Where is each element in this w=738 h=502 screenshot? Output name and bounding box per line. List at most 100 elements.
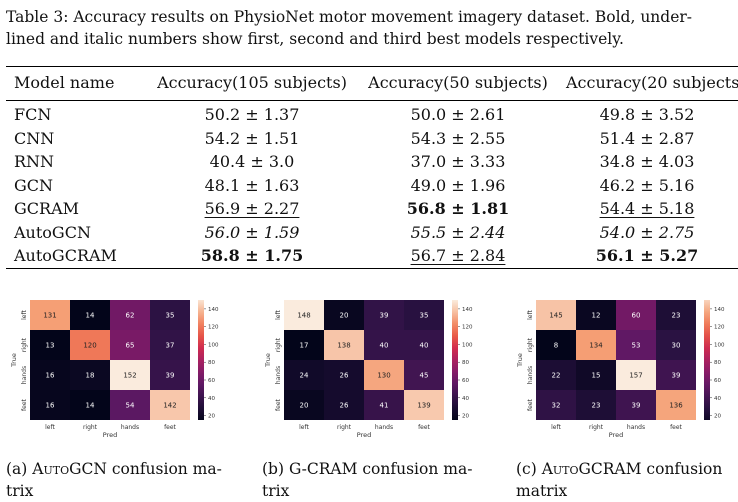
y-tick-label: feet — [21, 398, 28, 410]
heatmap-cell-value: 22 — [552, 372, 561, 380]
heatmap-cell — [656, 390, 696, 420]
x-tick-label: hands — [375, 424, 393, 431]
table-mid-rule — [6, 100, 738, 101]
heatmap-cell-value: 136 — [669, 402, 683, 410]
heatmap-cell — [576, 330, 616, 360]
y-tick-label: feet — [527, 398, 534, 410]
heatmap-cell-value: 40 — [380, 342, 389, 350]
heatmap-cell — [70, 300, 110, 330]
accuracy-cell: 49.0 ± 1.96 — [410, 175, 506, 195]
heatmap-cell — [150, 360, 190, 390]
accuracy-cell: 56.0 ± 1.59 — [204, 222, 300, 242]
heatmap-cell — [404, 330, 444, 360]
heatmap-cell-value: 23 — [672, 312, 681, 320]
accuracy-cell: 51.4 ± 2.87 — [599, 128, 695, 148]
heatmap-cell-value: 45 — [420, 372, 429, 380]
heatmap-cell-value: 24 — [300, 372, 309, 380]
y-tick-label: feet — [275, 398, 282, 410]
colorbar-tick-label: 20 — [714, 414, 721, 420]
heatmap-cell-value: 26 — [340, 402, 349, 410]
heatmap-cell-value: 120 — [83, 342, 96, 350]
heatmap-cell — [70, 330, 110, 360]
heatmap-cell-value: 8 — [554, 342, 558, 350]
heatmap-cell — [110, 330, 150, 360]
x-tick-label: feet — [418, 424, 430, 431]
heatmap-cell — [324, 330, 364, 360]
heatmap-cell — [30, 300, 70, 330]
y-tick-label: left — [21, 309, 28, 319]
model-name-cell: GCRAM — [14, 199, 80, 218]
colorbar-tick-label: 140 — [462, 307, 473, 313]
y-tick-label: right — [21, 337, 28, 352]
confusion-matrix-b: 148 20 39 35 17 138 40 40 24 26 130 45 20 26 41 139 left… — [258, 296, 488, 446]
y-tick-label: hands — [527, 366, 534, 384]
heatmap-cell — [576, 360, 616, 390]
heatmap-cell-value: 16 — [46, 402, 55, 410]
subcaption-b-rest: G-CRAM confusion ma- — [288, 460, 473, 478]
heatmap-cell — [70, 360, 110, 390]
model-name-cell: GCN — [14, 175, 54, 195]
colorbar-tick-label: 120 — [714, 325, 725, 331]
heatmap-cell — [536, 300, 576, 330]
heatmap-cell-value: 138 — [337, 342, 350, 350]
x-tick-label: left — [45, 424, 55, 431]
heatmap-cell — [656, 300, 696, 330]
heatmap-cell-value: 14 — [86, 402, 95, 410]
caption-line-2: lined and italic numbers show first, sec… — [6, 30, 624, 48]
heatmap-cell — [110, 300, 150, 330]
heatmap-cell — [150, 300, 190, 330]
heatmap-cell — [324, 360, 364, 390]
heatmap-cell — [30, 330, 70, 360]
y-tick-label: right — [275, 337, 282, 352]
heatmap-cell-value: 60 — [632, 312, 641, 320]
subcaption-b-prefix: (b) — [262, 460, 289, 478]
table-row: AutoGCRAM 58.8 ± 1.75 56.7 ± 2.84 56.1 ± 5.… — [6, 245, 738, 267]
accuracy-cell: 37.0 ± 3.33 — [410, 152, 506, 171]
subcaption-c-prefix: (c) — [516, 460, 542, 478]
heatmap-cell-value: 40 — [420, 342, 429, 350]
accuracy-cell: 34.8 ± 4.03 — [599, 152, 695, 171]
heatmap-cell-value: 53 — [632, 342, 641, 350]
heatmap-cell-value: 30 — [672, 342, 681, 350]
colorbar-tick-label: 60 — [714, 378, 721, 384]
heatmap-cell-value: 145 — [549, 312, 562, 320]
accuracy-cell: 56.9 ± 2.27 — [204, 199, 300, 218]
subcaption-a: (a) AutoGCN confusion ma- trix — [6, 458, 222, 502]
heatmap-cell — [284, 300, 324, 330]
x-tick-label: right — [589, 424, 604, 431]
colorbar — [198, 300, 204, 420]
heatmap-cell-value: 39 — [672, 372, 681, 380]
accuracy-cell: 55.5 ± 2.44 — [410, 222, 506, 242]
x-axis-label: Pred — [103, 431, 117, 439]
heatmap-cell-value: 32 — [552, 402, 561, 410]
colorbar — [452, 300, 458, 420]
x-tick-label: hands — [627, 424, 645, 431]
model-name-cell: AutoGCN — [14, 222, 91, 242]
table-row: RNN 40.4 ± 3.0 37.0 ± 3.33 34.8 ± 4.03 — [6, 151, 738, 173]
x-tick-label: right — [83, 424, 98, 431]
heatmap-cell-value: 54 — [126, 402, 135, 410]
heatmap-cell — [30, 390, 70, 420]
heatmap-cell-value: 130 — [377, 372, 390, 380]
heatmap-cell — [150, 330, 190, 360]
heatmap-cell-value: 16 — [46, 372, 55, 380]
heatmap-cell-value: 14 — [86, 312, 95, 320]
x-tick-label: left — [551, 424, 561, 431]
heatmap-cell-value: 13 — [46, 342, 55, 350]
heatmap-cell-value: 41 — [380, 402, 389, 410]
accuracy-cell: 58.8 ± 1.75 — [200, 246, 304, 265]
confusion-matrix-a-svg: 131 14 62 35 13 120 65 37 16 18 152 39 16 14 54 142 left… — [10, 300, 219, 439]
heatmap-cell — [364, 330, 404, 360]
x-axis-label: Pred — [357, 431, 371, 439]
heatmap-cell-value: 15 — [592, 372, 601, 380]
colorbar-tick-label: 60 — [462, 378, 469, 384]
heatmap-cell — [364, 300, 404, 330]
heatmap-cell — [616, 300, 656, 330]
colorbar-tick-label: 60 — [208, 378, 215, 384]
subcaption-b: (b) G-CRAM confusion ma- trix — [262, 458, 472, 502]
accuracy-cell: 56.1 ± 5.27 — [595, 246, 699, 265]
caption-line-1: Table 3: Accuracy results on PhysioNet m… — [6, 8, 693, 26]
heatmap-cell — [284, 390, 324, 420]
colorbar-tick-label: 120 — [462, 325, 473, 331]
heatmap-cell — [30, 360, 70, 390]
